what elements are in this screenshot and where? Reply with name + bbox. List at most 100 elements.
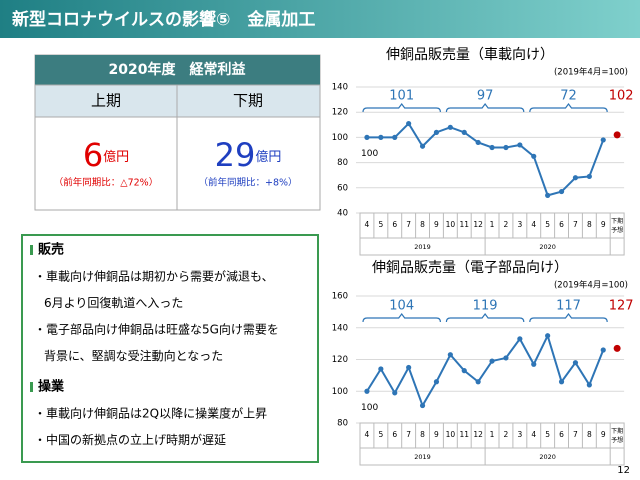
period-bracket xyxy=(362,103,441,113)
year-label: 2020 xyxy=(539,453,556,461)
profit-note: （前年同期比：△72%） xyxy=(54,177,158,189)
period-bracket xyxy=(529,103,608,113)
x-tick-label: 12 xyxy=(473,430,483,439)
notes-line: 背景に、堅調な受注動向となった xyxy=(44,348,223,363)
y-tick-label: 160 xyxy=(332,292,348,302)
x-tick-label: 6 xyxy=(392,430,397,439)
slide-title: 新型コロナウイルスの影響⑤ 金属加工 xyxy=(12,9,315,30)
y-tick-label: 140 xyxy=(332,83,348,93)
x-tick-label: 1 xyxy=(490,430,495,439)
y-tick-label: 100 xyxy=(332,133,348,143)
data-point xyxy=(503,355,509,361)
period-label: 72 xyxy=(560,89,577,104)
data-point xyxy=(475,139,481,146)
x-tick-label: 5 xyxy=(545,220,550,229)
x-tick-label: 10 xyxy=(446,220,456,229)
data-point xyxy=(392,390,398,396)
x-tick-label: 6 xyxy=(559,430,564,439)
x-tick-label: 1 xyxy=(490,220,495,229)
data-point xyxy=(489,144,495,151)
x-tick-label: 9 xyxy=(434,220,439,229)
data-point xyxy=(517,142,523,148)
notes-line: ・中国の新拠点の立上げ時期が遅延 xyxy=(34,432,226,447)
x-tick-label: 7 xyxy=(406,430,411,439)
x-tick-label: 下期予想 xyxy=(611,427,623,444)
chart-subtitle: (2019年4月=100) xyxy=(554,67,628,78)
page-number: 12 xyxy=(617,465,630,476)
data-point xyxy=(545,333,551,339)
year-label: 2019 xyxy=(414,453,431,461)
y-tick-label: 140 xyxy=(332,323,348,333)
x-tick-label: 8 xyxy=(420,430,425,439)
forecast-point xyxy=(613,344,621,352)
x-tick-label: 11 xyxy=(459,220,469,229)
period-label: 104 xyxy=(389,299,414,314)
data-point xyxy=(378,134,384,140)
data-point xyxy=(489,358,495,364)
data-point xyxy=(531,361,537,367)
data-point xyxy=(392,134,398,140)
x-tick-label: 4 xyxy=(531,430,536,439)
profit-value: 6 xyxy=(83,136,103,174)
x-tick-label: 5 xyxy=(378,430,383,439)
x-tick-label: 7 xyxy=(573,220,578,229)
x-tick-label: 3 xyxy=(517,430,522,439)
data-point xyxy=(572,360,579,366)
table-header xyxy=(35,55,320,85)
column-label: 上期 xyxy=(91,92,121,110)
x-tick-label: 12 xyxy=(473,220,483,229)
profit: 6億円 xyxy=(83,136,129,174)
data-point xyxy=(419,143,426,149)
notes-box xyxy=(21,234,319,463)
x-tick-label: 4 xyxy=(365,430,370,439)
x-tick-label: 9 xyxy=(434,430,439,439)
data-point xyxy=(406,364,412,371)
heading-marker xyxy=(30,245,33,255)
notes-heading: 販売 xyxy=(38,242,64,258)
profit: 29億円 xyxy=(215,136,282,174)
x-tick-label: 6 xyxy=(392,220,397,229)
profit-note: （前年同期比：+8%） xyxy=(198,177,297,189)
data-line xyxy=(366,121,605,197)
forecast-label: 127 xyxy=(609,299,634,314)
data-point xyxy=(572,175,579,181)
x-tick-label: 9 xyxy=(601,430,606,439)
y-tick-label: 40 xyxy=(337,209,348,219)
chart-title: 伸銅品販売量（車載向け） xyxy=(386,46,554,63)
x-tick-label: 8 xyxy=(587,220,592,229)
y-tick-label: 120 xyxy=(332,355,348,365)
period-bracket xyxy=(529,313,608,323)
data-line xyxy=(366,332,605,408)
x-tick-label: 5 xyxy=(378,220,383,229)
period-bracket xyxy=(362,313,441,323)
x-tick-label: 10 xyxy=(446,430,456,439)
data-point xyxy=(419,402,426,409)
x-tick-label: 8 xyxy=(587,430,592,439)
data-point xyxy=(558,188,565,195)
x-tick-label: 下期予想 xyxy=(611,217,623,234)
profit-unit: 億円 xyxy=(255,149,281,165)
base-label: 100 xyxy=(361,149,378,159)
data-point xyxy=(586,173,592,180)
period-bracket xyxy=(445,103,525,113)
x-tick-label: 8 xyxy=(420,220,425,229)
forecast-label: 102 xyxy=(609,89,634,104)
chart-title: 伸銅品販売量（電子部品向け） xyxy=(372,260,568,276)
x-tick-label: 3 xyxy=(517,220,522,229)
data-point xyxy=(545,192,551,198)
data-point xyxy=(433,129,440,135)
data-point xyxy=(558,379,565,385)
y-tick-label: 60 xyxy=(337,183,348,193)
profit-unit: 億円 xyxy=(103,149,129,165)
period-label: 119 xyxy=(473,299,498,314)
notes-heading: 操業 xyxy=(38,379,65,395)
data-point xyxy=(447,124,453,130)
data-point xyxy=(586,382,592,388)
data-point xyxy=(378,366,384,372)
year-label: 2020 xyxy=(539,243,556,251)
notes-line: ・車載向け伸銅品は2Q以降に操業度が上昇 xyxy=(34,406,267,421)
data-point xyxy=(364,388,370,394)
x-tick-label: 4 xyxy=(531,220,536,229)
x-tick-label: 4 xyxy=(365,220,370,229)
